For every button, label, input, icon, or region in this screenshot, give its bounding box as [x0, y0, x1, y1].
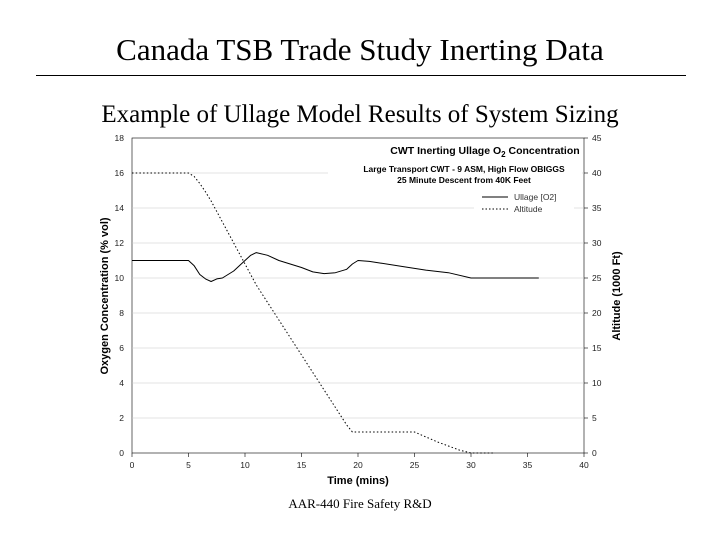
y-tick-label: 2 — [119, 413, 124, 423]
x-tick-label: 40 — [579, 460, 589, 470]
ullage-chart: 0 2 4 6 8 10 12 14 16 18 0 5 10 15 20 25 30 35 40 45 0 5 10 15 2… — [99, 133, 623, 487]
y-tick-label: 0 — [119, 448, 124, 458]
y2-tick-label: 45 — [592, 133, 602, 143]
y2-tick-label: 5 — [592, 413, 597, 423]
x-tick-label: 5 — [186, 460, 191, 470]
y2-tick-label: 20 — [592, 308, 602, 318]
x-tick-label: 20 — [353, 460, 363, 470]
x-axis-label: Time (mins) — [327, 475, 389, 487]
series-line-ullage-o2 — [132, 252, 539, 282]
legend — [474, 190, 574, 216]
chart-subtitle-line-1: Large Transport CWT - 9 ASM, High Flow O… — [363, 164, 565, 174]
y2-tick-label: 30 — [592, 238, 602, 248]
x-tick-label: 0 — [130, 460, 135, 470]
axis-ticks: 0 2 4 6 8 10 12 14 16 18 0 5 10 15 20 25 30 35 40 45 0 5 10 15 2… — [115, 133, 602, 470]
y2-tick-label: 40 — [592, 168, 602, 178]
y-tick-label: 4 — [119, 378, 124, 388]
y-tick-label: 18 — [115, 133, 125, 143]
y-axis-label: Oxygen Concentration (% vol) — [99, 217, 111, 374]
y2-tick-label: 25 — [592, 273, 602, 283]
y2-tick-label: 0 — [592, 448, 597, 458]
y-tick-label: 6 — [119, 343, 124, 353]
title-divider — [36, 75, 686, 76]
x-tick-label: 30 — [466, 460, 476, 470]
x-tick-label: 15 — [297, 460, 307, 470]
y-tick-label: 12 — [115, 238, 125, 248]
legend-label-altitude: Altitude — [514, 204, 543, 214]
y-tick-label: 14 — [115, 203, 125, 213]
slide-subtitle: Example of Ullage Model Results of Syste… — [101, 101, 619, 128]
y2-tick-label: 10 — [592, 378, 602, 388]
chart-title: CWT Inerting Ullage O2 Concentration — [390, 145, 579, 159]
chart-subtitle-line-2: 25 Minute Descent from 40K Feet — [397, 175, 531, 185]
x-tick-label: 10 — [240, 460, 250, 470]
x-tick-label: 25 — [410, 460, 420, 470]
slide-footer: AAR-440 Fire Safety R&D — [288, 496, 432, 511]
series-layer — [132, 172, 539, 454]
legend-label-ullage: Ullage [O2] — [514, 192, 557, 202]
y-tick-label: 8 — [119, 308, 124, 318]
y2-axis-label: Altitude (1000 Ft) — [611, 251, 623, 341]
y2-tick-label: 35 — [592, 203, 602, 213]
y2-tick-label: 15 — [592, 343, 602, 353]
y-tick-label: 16 — [115, 168, 125, 178]
x-tick-label: 35 — [523, 460, 533, 470]
y-tick-label: 10 — [115, 273, 125, 283]
series-line-altitude — [132, 172, 494, 454]
slide-title: Canada TSB Trade Study Inerting Data — [116, 32, 604, 67]
